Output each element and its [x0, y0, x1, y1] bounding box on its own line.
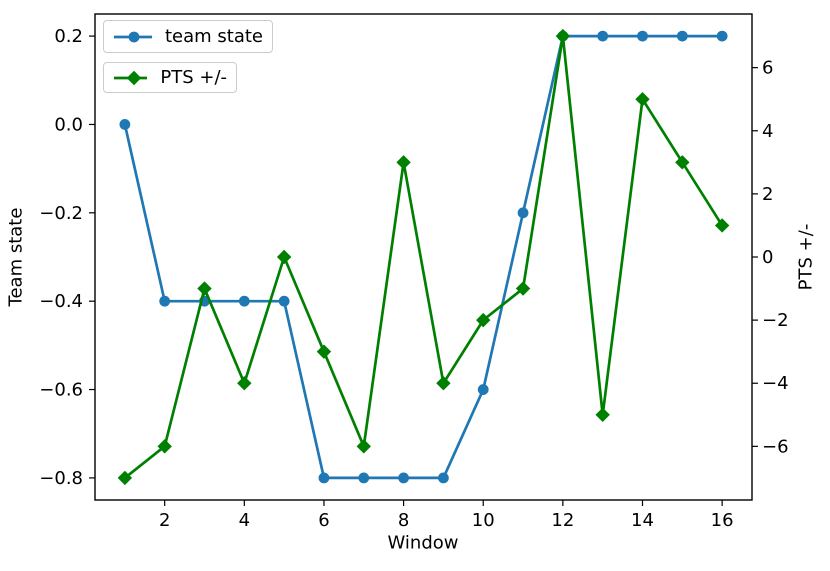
data-point-marker: [398, 472, 409, 484]
data-point-marker: [318, 472, 330, 484]
x-tick-label: 14: [631, 510, 654, 531]
legend-sample-marker: [126, 70, 142, 85]
y-left-tick-label: 0.2: [54, 26, 83, 47]
x-tick-label: 2: [159, 510, 170, 531]
x-axis-title: Window: [387, 532, 459, 554]
data-point-marker: [436, 376, 451, 391]
legend-item-pts: PTS +/-: [103, 62, 237, 93]
y-right-tick-label: −2: [762, 310, 789, 331]
data-point-marker: [635, 92, 650, 107]
data-point-marker: [396, 155, 411, 170]
data-point-marker: [117, 470, 133, 486]
data-point-marker: [714, 218, 730, 233]
data-point-marker: [316, 344, 332, 359]
data-point-marker: [515, 281, 531, 296]
y-right-tick-label: −6: [762, 436, 789, 457]
x-tick-label: 16: [711, 510, 734, 531]
y-left-tick-label: 0.0: [54, 114, 83, 135]
data-point-marker: [157, 439, 172, 454]
data-point-marker: [597, 30, 609, 42]
y-right-tick-label: 0: [762, 247, 773, 268]
x-tick-label: 6: [318, 510, 329, 531]
data-point-marker: [159, 295, 171, 307]
data-point-marker: [637, 30, 648, 42]
x-tick-label: 10: [472, 510, 495, 531]
data-point-marker: [676, 30, 688, 42]
legend-label-pts: PTS +/-: [160, 67, 227, 88]
legend-marker-pts: [114, 70, 148, 85]
data-point-marker: [517, 207, 529, 219]
x-tick-label: 8: [398, 510, 409, 531]
x-tick-label: 4: [239, 510, 250, 531]
y-axis-title-right: PTS +/-: [795, 223, 817, 291]
data-point-marker: [197, 281, 212, 296]
series-line: [123, 34, 724, 480]
y-right-tick-label: 2: [762, 184, 773, 205]
y-left-tick-label: −0.8: [39, 468, 83, 489]
data-point-marker: [358, 472, 370, 484]
legend-label-team-state: team state: [164, 26, 263, 47]
legend-marker-team-state: [114, 31, 152, 42]
data-point-marker: [119, 119, 131, 130]
x-tick-label: 12: [551, 510, 574, 531]
series-pts: [117, 28, 730, 486]
data-point-marker: [477, 384, 489, 395]
y-left-tick-label: −0.2: [39, 203, 83, 224]
data-point-marker: [476, 312, 491, 328]
data-point-marker: [356, 439, 371, 454]
data-point-marker: [595, 407, 610, 422]
y-axis-title-left: Team state: [5, 207, 27, 307]
y-right-tick-label: −4: [762, 373, 789, 394]
data-point-marker: [716, 30, 728, 42]
y-right-tick-label: 6: [762, 58, 773, 79]
data-point-marker: [278, 295, 290, 307]
y-right-tick-label: 4: [762, 121, 773, 142]
legend-item-team-state: team state: [103, 20, 273, 53]
series-team-state: [119, 30, 728, 484]
data-point-marker: [237, 376, 252, 391]
data-point-marker: [276, 249, 292, 265]
data-point-marker: [675, 155, 690, 170]
y-left-tick-label: −0.4: [39, 291, 83, 312]
series-line: [123, 34, 724, 480]
data-point-marker: [555, 28, 571, 44]
data-point-marker: [438, 472, 449, 484]
data-point-marker: [238, 295, 250, 307]
y-left-tick-label: −0.6: [39, 380, 83, 401]
legend-sample-marker: [128, 31, 140, 42]
